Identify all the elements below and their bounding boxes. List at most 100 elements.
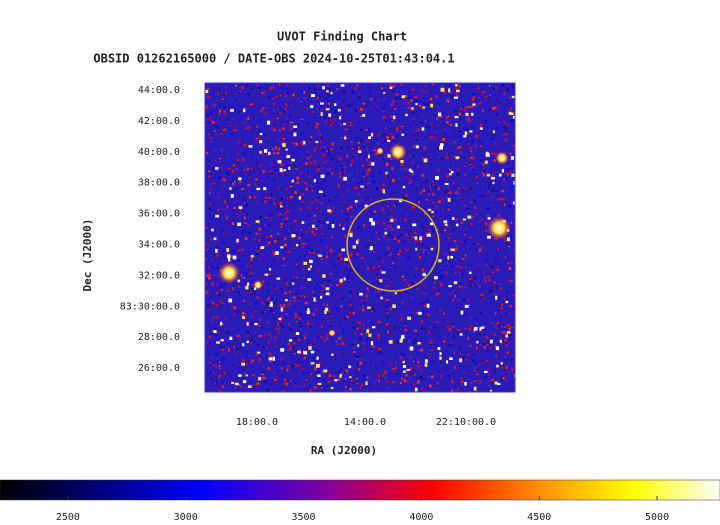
- noise: [220, 132, 223, 135]
- noise: [285, 94, 287, 98]
- noise: [378, 133, 381, 137]
- noise: [212, 226, 215, 230]
- noise: [275, 379, 278, 381]
- noise: [224, 86, 228, 88]
- noise: [294, 278, 297, 280]
- noise: [284, 91, 286, 94]
- noise: [313, 370, 315, 372]
- faint-star: [476, 340, 479, 344]
- noise: [339, 352, 341, 354]
- noise: [218, 192, 221, 194]
- faint-star: [259, 140, 263, 144]
- noise: [235, 93, 238, 95]
- noise: [308, 388, 310, 391]
- faint-star: [238, 177, 242, 181]
- noise: [410, 99, 413, 102]
- faint-star: [278, 317, 282, 320]
- noise: [410, 297, 413, 299]
- noise: [410, 179, 413, 183]
- faint-star: [352, 245, 357, 249]
- noise: [275, 160, 278, 164]
- noise: [483, 333, 486, 336]
- noise: [218, 104, 220, 108]
- noise: [232, 287, 234, 291]
- noise: [298, 317, 302, 320]
- faint-star: [371, 162, 375, 166]
- noise: [328, 198, 330, 202]
- noise: [382, 234, 384, 236]
- noise: [243, 168, 246, 172]
- noise: [414, 373, 416, 376]
- noise: [206, 114, 210, 118]
- noise: [274, 338, 277, 342]
- noise: [420, 235, 424, 239]
- faint-star: [325, 307, 329, 312]
- noise: [249, 199, 252, 202]
- noise: [343, 234, 347, 238]
- noise: [327, 280, 330, 282]
- noise: [374, 343, 377, 347]
- noise: [319, 140, 321, 143]
- noise: [424, 211, 426, 215]
- noise: [389, 184, 391, 186]
- noise: [304, 333, 307, 336]
- faint-star: [455, 84, 458, 87]
- noise: [206, 341, 209, 344]
- noise: [411, 110, 415, 114]
- noise: [480, 380, 482, 383]
- faint-star: [295, 332, 300, 335]
- noise: [318, 286, 321, 290]
- faint-star: [418, 311, 422, 315]
- noise: [267, 283, 270, 286]
- noise: [456, 178, 458, 180]
- noise: [321, 325, 324, 328]
- noise: [263, 90, 266, 92]
- noise: [341, 348, 344, 351]
- noise: [291, 84, 294, 86]
- noise: [430, 170, 433, 172]
- noise: [223, 111, 227, 113]
- noise: [364, 246, 367, 248]
- faint-star: [434, 175, 439, 180]
- noise: [459, 352, 462, 355]
- faint-star: [310, 105, 314, 109]
- noise: [313, 219, 315, 222]
- noise: [461, 352, 463, 355]
- noise: [478, 285, 481, 288]
- noise: [497, 268, 499, 271]
- faint-star: [484, 160, 488, 164]
- noise: [301, 368, 303, 370]
- noise: [239, 208, 242, 212]
- noise: [353, 170, 356, 172]
- noise: [503, 121, 506, 124]
- noise: [467, 118, 471, 122]
- noise: [355, 204, 357, 207]
- noise: [424, 85, 428, 88]
- noise: [509, 326, 512, 329]
- noise: [501, 379, 503, 382]
- noise: [233, 129, 237, 132]
- noise: [482, 340, 485, 343]
- noise: [445, 190, 448, 194]
- faint-star: [264, 273, 269, 276]
- faint-star: [422, 106, 426, 109]
- noise: [345, 213, 348, 215]
- noise: [404, 279, 407, 281]
- noise: [377, 298, 379, 302]
- noise: [214, 301, 217, 304]
- noise: [390, 158, 393, 160]
- noise: [361, 172, 364, 175]
- noise: [373, 291, 377, 294]
- noise: [495, 324, 497, 327]
- noise: [396, 112, 399, 116]
- noise: [377, 289, 380, 292]
- noise: [288, 114, 292, 118]
- noise: [455, 247, 458, 251]
- faint-star: [424, 363, 428, 367]
- noise: [510, 333, 513, 336]
- noise: [503, 326, 506, 328]
- noise: [320, 225, 323, 227]
- noise: [272, 97, 275, 100]
- noise: [453, 352, 456, 354]
